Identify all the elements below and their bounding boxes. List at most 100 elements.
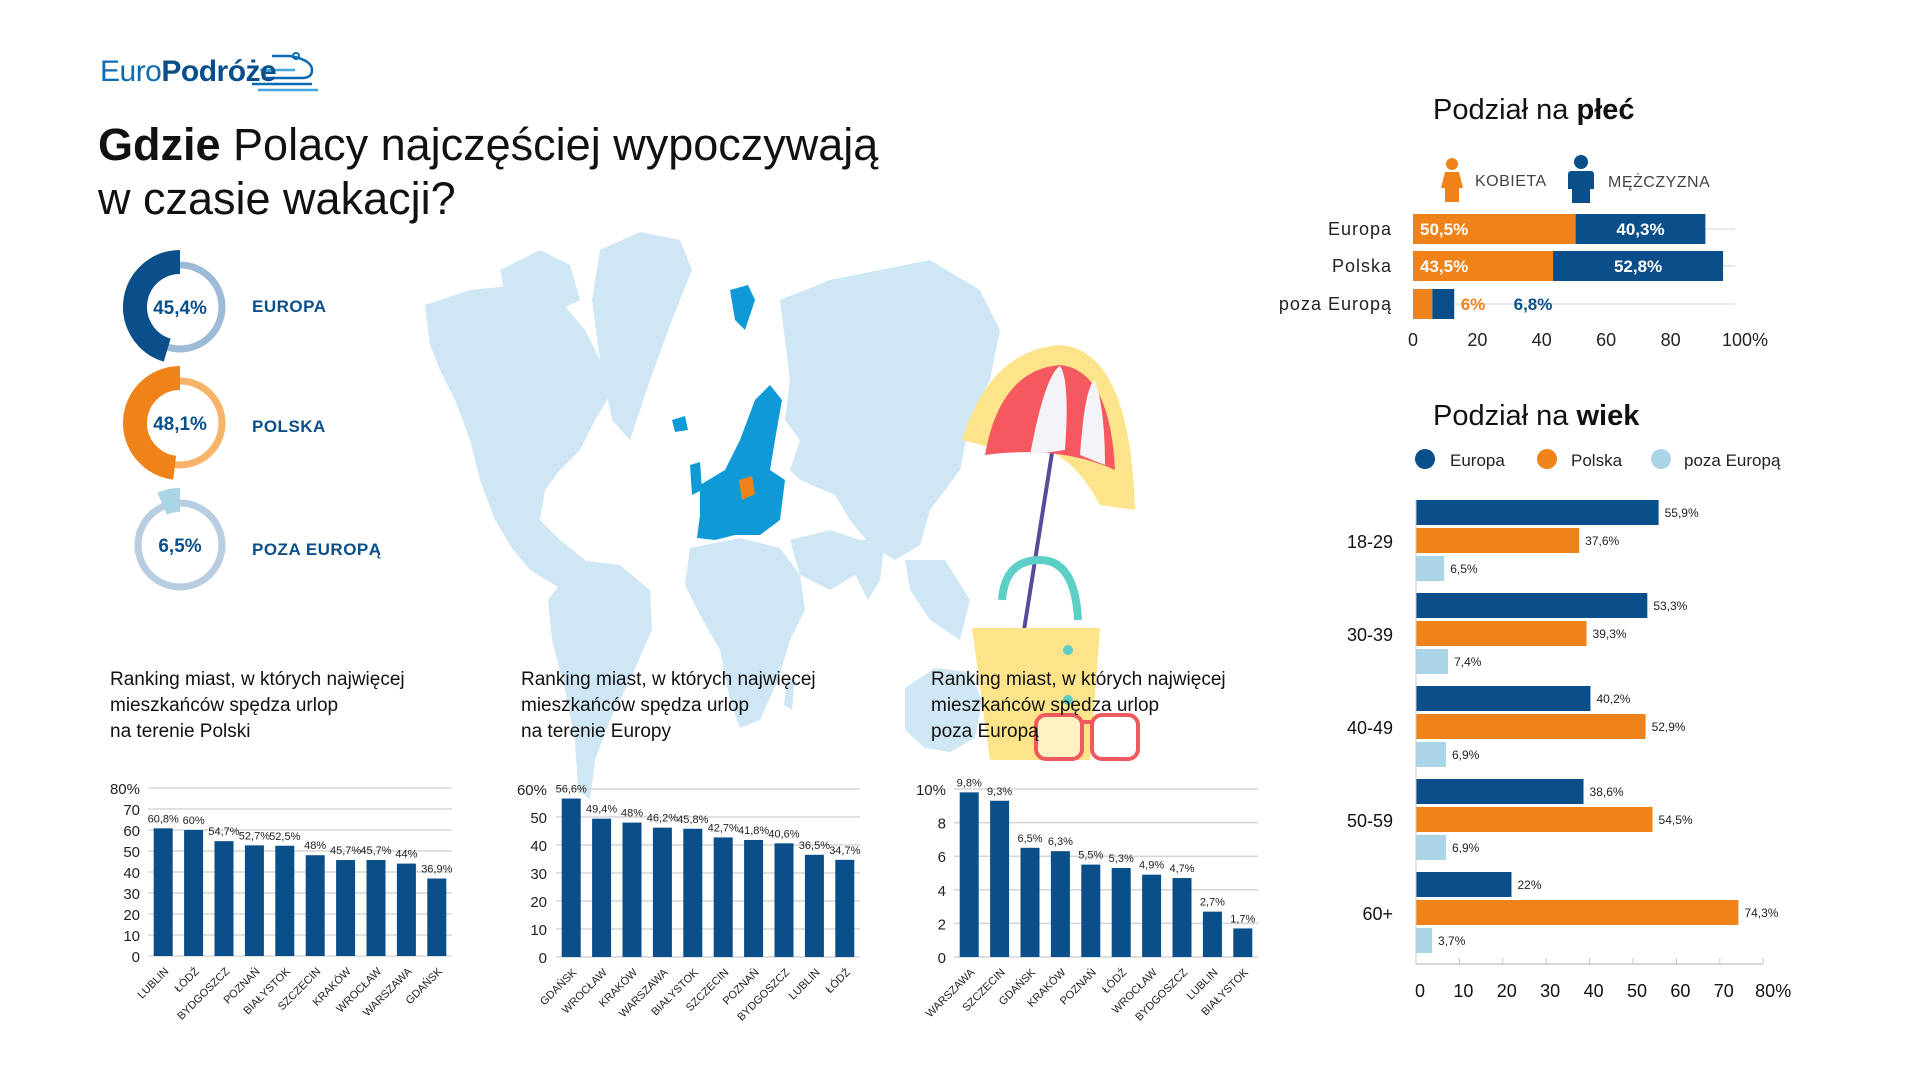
bar <box>1142 874 1162 957</box>
x-tick-label: 20 <box>1497 981 1517 1001</box>
bar <box>1416 872 1512 897</box>
legend-dot <box>1651 449 1671 469</box>
data-label: 60% <box>183 815 205 827</box>
body <box>1568 171 1594 203</box>
donut-label-poza-europa: POZA EUROPĄ <box>252 540 382 559</box>
map-africa <box>685 538 805 728</box>
chart-title-line: Ranking miast, w których najwięcej <box>931 669 1226 690</box>
map-australia <box>905 668 982 752</box>
y-tick-label: 20 <box>123 907 140 924</box>
bar <box>1416 621 1587 646</box>
bar <box>835 859 855 957</box>
bar <box>244 845 264 956</box>
data-label: 43,5% <box>1420 257 1468 276</box>
y-tick-label: 0 <box>132 949 140 966</box>
head <box>1574 155 1588 169</box>
data-label: 36,9% <box>421 864 452 876</box>
bar <box>1416 649 1449 674</box>
map-svalbard <box>730 285 755 330</box>
data-label: 6,5% <box>1450 562 1478 576</box>
data-label: 55,9% <box>1665 506 1699 520</box>
legend-kobieta: KOBIETA <box>1475 173 1547 190</box>
bar <box>214 841 234 956</box>
bag-button <box>1063 695 1073 705</box>
data-label: 42,7% <box>708 822 739 834</box>
data-label: 22% <box>1517 878 1541 892</box>
bar <box>1416 686 1591 711</box>
y-tick-label: 20 <box>530 894 547 911</box>
data-label: 56,6% <box>556 784 587 796</box>
map-greenland <box>592 232 692 440</box>
x-tick-label: 100% <box>1722 330 1768 350</box>
glasses-lens-left <box>1034 713 1084 761</box>
page-title: Gdzie Polacy najczęściej wypoczywają w cz… <box>98 118 878 226</box>
bar <box>1416 779 1584 804</box>
legend-label: poza Europą <box>1684 451 1781 470</box>
data-label: 49,4% <box>586 804 617 816</box>
bar <box>744 839 764 957</box>
logo-text-euro: Euro <box>100 55 162 88</box>
legend-dot <box>1537 449 1557 469</box>
age-chart: Europa Polska poza Europą 18-29 55,9% 37,6% 6,… <box>1347 449 1791 1001</box>
bar <box>622 822 642 957</box>
data-label: 1,7% <box>1230 913 1255 925</box>
donut-arc <box>123 366 181 480</box>
donut-value: 48,1% <box>153 414 207 435</box>
chart-title-line: mieszkańców spędza urlop <box>110 695 339 716</box>
data-label: 52,5% <box>269 831 300 843</box>
category-label: LUBLIN <box>787 967 823 1003</box>
category-label: 18-29 <box>1347 532 1393 552</box>
chart-title-line: Ranking miast, w których najwięcej <box>521 669 816 690</box>
data-label: 40,2% <box>1596 692 1630 706</box>
chart-title-poza-europa: Ranking miast, w których najwięcej miesz… <box>931 667 1226 745</box>
title-rest: Polacy najczęściej wypoczywają <box>220 119 879 170</box>
data-label: 9,3% <box>987 786 1012 798</box>
category-label: 60+ <box>1362 904 1393 924</box>
data-label: 36,5% <box>799 840 830 852</box>
gender-title-bold: płeć <box>1576 94 1635 126</box>
row-label: poza Europą <box>1279 294 1392 314</box>
legend-mezczyzna: MĘŻCZYZNA <box>1608 174 1711 191</box>
head <box>1446 158 1458 170</box>
data-label: 5,3% <box>1109 853 1134 865</box>
stacked-bar-mezczyzna <box>1575 214 1706 244</box>
y-tick-label: 10 <box>123 928 140 945</box>
gender-title-regular: Podział na <box>1433 94 1577 126</box>
data-label: 4,7% <box>1169 863 1194 875</box>
stacked-bar-mezczyzna <box>1432 289 1455 319</box>
data-label: 48% <box>304 840 326 852</box>
data-label: 50,5% <box>1420 220 1468 239</box>
map-uk <box>690 462 702 495</box>
data-label: 39,3% <box>1593 627 1627 641</box>
legend-label: Polska <box>1571 451 1623 470</box>
bar <box>713 837 733 957</box>
map-north-america <box>425 285 610 600</box>
row-label: Polska <box>1332 256 1392 276</box>
age-title-regular: Podział na <box>1433 400 1577 432</box>
beach-illustration <box>962 345 1140 761</box>
category-label: ŁÓDŹ <box>172 965 202 995</box>
bar <box>683 828 703 957</box>
donut-polska: 48,1% <box>123 366 226 480</box>
man-icon <box>1568 155 1594 203</box>
donut-arc <box>157 488 181 515</box>
data-label: 52,7% <box>239 830 270 842</box>
data-label: 6,9% <box>1452 748 1480 762</box>
bar <box>427 878 447 956</box>
woman-icon <box>1441 158 1463 202</box>
bar <box>561 798 581 957</box>
data-label: 38,6% <box>1590 785 1624 799</box>
y-tick-label: 10% <box>916 782 946 799</box>
data-label: 6,9% <box>1452 841 1480 855</box>
donut-value: 45,4% <box>153 298 207 319</box>
y-tick-label: 0 <box>539 950 547 967</box>
data-label: 34,7% <box>829 845 860 857</box>
data-label: 60,8% <box>148 813 179 825</box>
x-tick-label: 40 <box>1532 330 1552 350</box>
category-label: ŁÓDŹ <box>1099 966 1129 996</box>
bar <box>153 828 173 956</box>
x-tick-label: 0 <box>1408 330 1418 350</box>
